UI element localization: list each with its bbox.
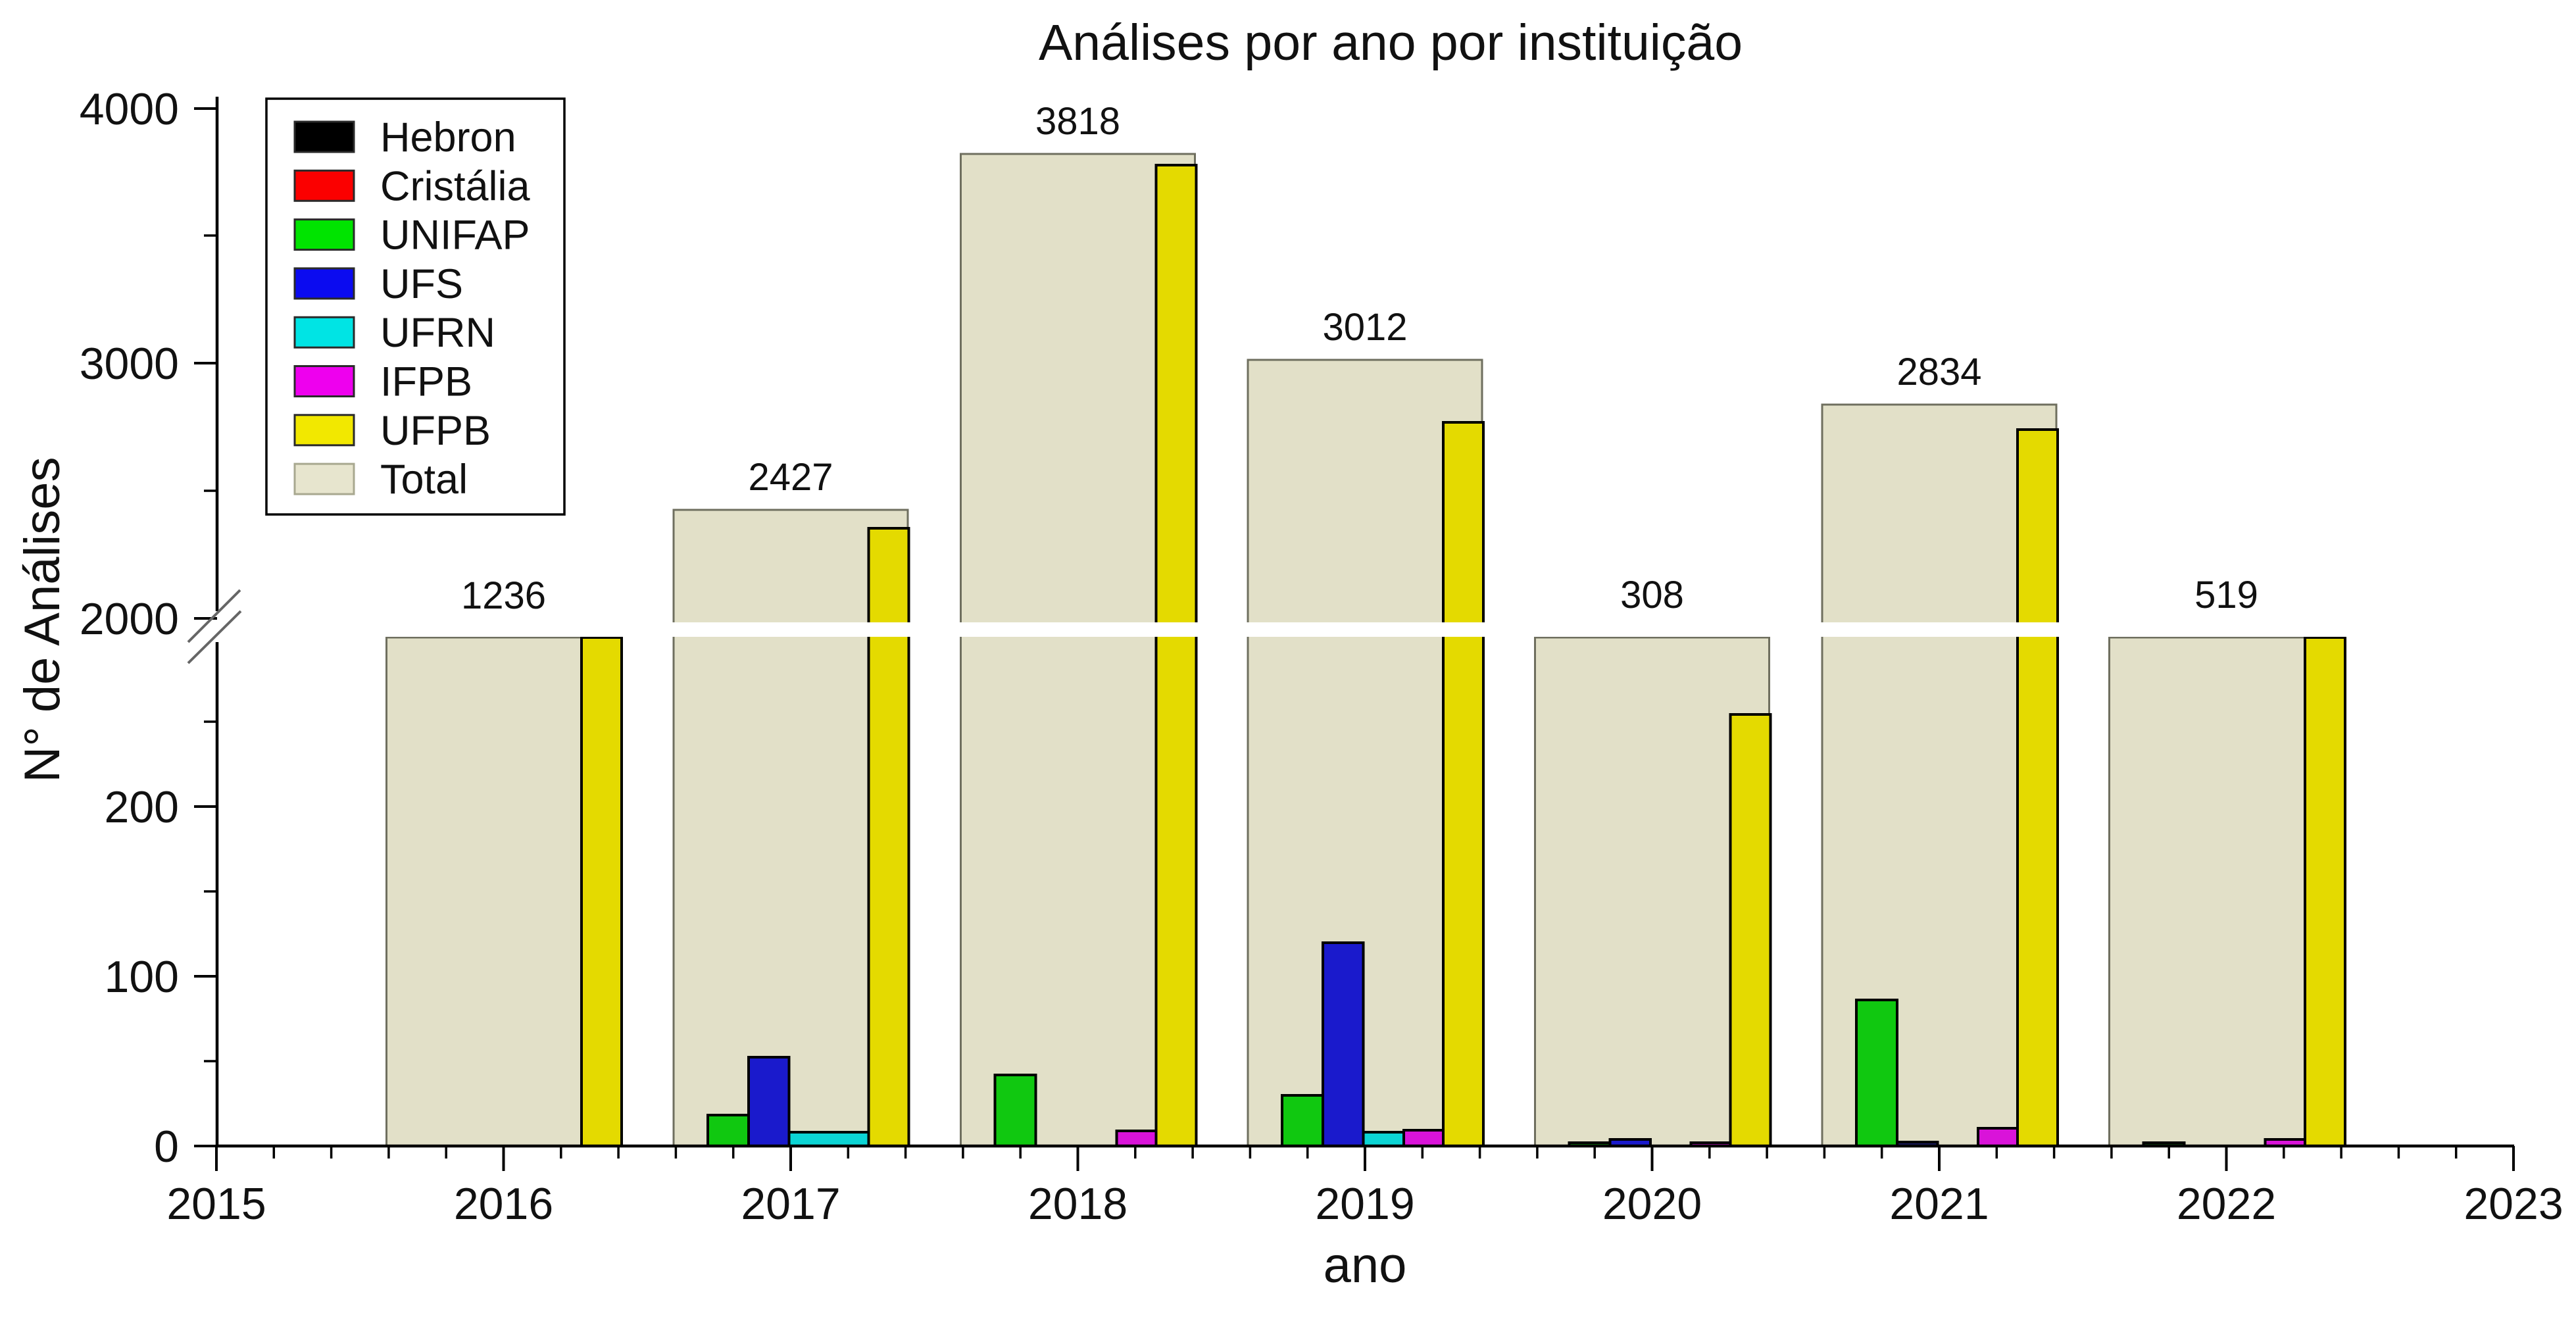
svg-text:2023: 2023 — [2464, 1179, 2563, 1229]
svg-text:2021: 2021 — [1889, 1179, 1989, 1229]
svg-text:2016: 2016 — [454, 1179, 553, 1229]
svg-text:Análises por ano por instituiç: Análises por ano por instituição — [1039, 14, 1743, 71]
svg-text:2022: 2022 — [2177, 1179, 2276, 1229]
svg-text:N° de Análises: N° de Análises — [14, 457, 70, 782]
svg-text:3000: 3000 — [80, 339, 179, 389]
svg-text:2834: 2834 — [1896, 351, 1981, 393]
svg-text:2020: 2020 — [1602, 1179, 1702, 1229]
svg-text:IFPB: IFPB — [380, 359, 472, 405]
svg-text:UFS: UFS — [380, 261, 463, 307]
svg-text:0: 0 — [154, 1122, 179, 1172]
svg-text:2000: 2000 — [80, 594, 179, 644]
svg-text:519: 519 — [2194, 574, 2258, 616]
svg-text:ano: ano — [1324, 1237, 1407, 1293]
svg-text:UNIFAP: UNIFAP — [380, 212, 530, 259]
svg-text:2019: 2019 — [1315, 1179, 1414, 1229]
svg-text:308: 308 — [1620, 574, 1684, 616]
svg-text:UFRN: UFRN — [380, 310, 495, 356]
svg-text:4000: 4000 — [80, 84, 179, 134]
svg-text:3818: 3818 — [1035, 100, 1120, 143]
svg-text:Total: Total — [380, 457, 468, 503]
svg-text:100: 100 — [105, 952, 179, 1002]
svg-text:2015: 2015 — [166, 1179, 266, 1229]
svg-text:2427: 2427 — [748, 456, 833, 499]
svg-text:Cristália: Cristália — [380, 163, 531, 209]
svg-text:2017: 2017 — [741, 1179, 840, 1229]
svg-text:Hebron: Hebron — [380, 114, 516, 161]
svg-text:2018: 2018 — [1028, 1179, 1127, 1229]
svg-text:1236: 1236 — [461, 574, 546, 617]
svg-text:UFPB: UFPB — [380, 408, 491, 454]
svg-text:3012: 3012 — [1322, 306, 1407, 349]
svg-text:200: 200 — [105, 782, 179, 832]
